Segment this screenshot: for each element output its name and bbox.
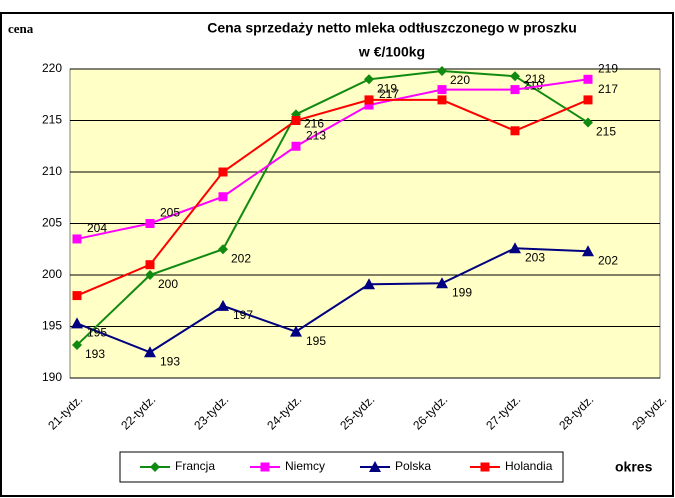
data-label: 215 [596, 125, 616, 139]
legend-label: Holandia [505, 459, 553, 473]
marker [145, 270, 155, 280]
marker [291, 141, 301, 151]
data-label: 200 [158, 277, 178, 291]
marker [260, 462, 270, 472]
series-line [76, 70, 589, 346]
data-label: 217 [379, 87, 399, 101]
data-label: 197 [233, 308, 253, 322]
marker [437, 85, 447, 95]
y-tick-label: 205 [42, 216, 62, 230]
series-line [76, 78, 589, 240]
marker [582, 245, 594, 257]
marker [364, 100, 374, 110]
marker [145, 219, 155, 228]
data-label: 219 [523, 78, 543, 92]
data-label: 218 [525, 72, 545, 86]
marker [145, 260, 155, 270]
marker [363, 278, 375, 290]
y-axis-label: cena [8, 21, 34, 36]
legend-label: Polska [395, 459, 431, 473]
marker [72, 291, 82, 301]
y-tick-label: 200 [42, 267, 62, 281]
data-label: 220 [450, 73, 470, 87]
data-label: 213 [306, 128, 326, 142]
marker [72, 234, 82, 244]
marker [583, 74, 593, 84]
data-label: 217 [598, 82, 618, 96]
data-label: 193 [85, 347, 105, 361]
marker [437, 95, 447, 105]
data-label: 199 [452, 285, 472, 299]
x-axis-label: okres [615, 459, 653, 475]
y-tick-label: 210 [42, 164, 62, 178]
marker [510, 126, 520, 136]
y-tick-label: 215 [42, 113, 62, 127]
marker [364, 95, 374, 105]
data-label: 205 [160, 206, 180, 220]
data-label: 195 [87, 326, 107, 340]
marker [369, 461, 381, 472]
series-line [76, 247, 589, 354]
series-line [76, 98, 589, 297]
marker [509, 242, 521, 254]
marker [290, 325, 302, 337]
marker [480, 462, 490, 472]
marker [144, 346, 156, 358]
data-label: 202 [598, 253, 618, 267]
marker [71, 317, 83, 329]
data-label: 202 [231, 251, 251, 265]
marker [583, 117, 593, 128]
marker [72, 340, 82, 351]
marker [291, 116, 301, 125]
marker [218, 244, 228, 255]
chart-title: Cena sprzedaży netto mleka odtłuszczoneg… [207, 20, 577, 36]
y-tick-label: 195 [42, 319, 62, 333]
marker [510, 85, 520, 95]
data-label: 219 [377, 81, 397, 95]
data-label: 216 [304, 116, 324, 130]
marker [217, 299, 229, 311]
data-label: 219 [598, 61, 618, 75]
marker [364, 74, 374, 85]
marker [510, 71, 520, 82]
data-label: 195 [306, 334, 326, 348]
marker [583, 95, 593, 105]
chart-subtitle: w €/100kg [358, 44, 425, 60]
y-tick-label: 220 [42, 61, 62, 75]
marker [218, 167, 228, 177]
legend-label: Niemcy [285, 459, 325, 473]
data-label: 193 [160, 354, 180, 368]
legend-label: Francja [175, 459, 215, 473]
marker [436, 277, 448, 289]
marker [150, 462, 160, 472]
data-label: 203 [525, 250, 545, 264]
y-tick-label: 190 [42, 370, 62, 384]
marker [437, 66, 447, 77]
data-label: 204 [87, 221, 107, 235]
marker [218, 192, 228, 202]
